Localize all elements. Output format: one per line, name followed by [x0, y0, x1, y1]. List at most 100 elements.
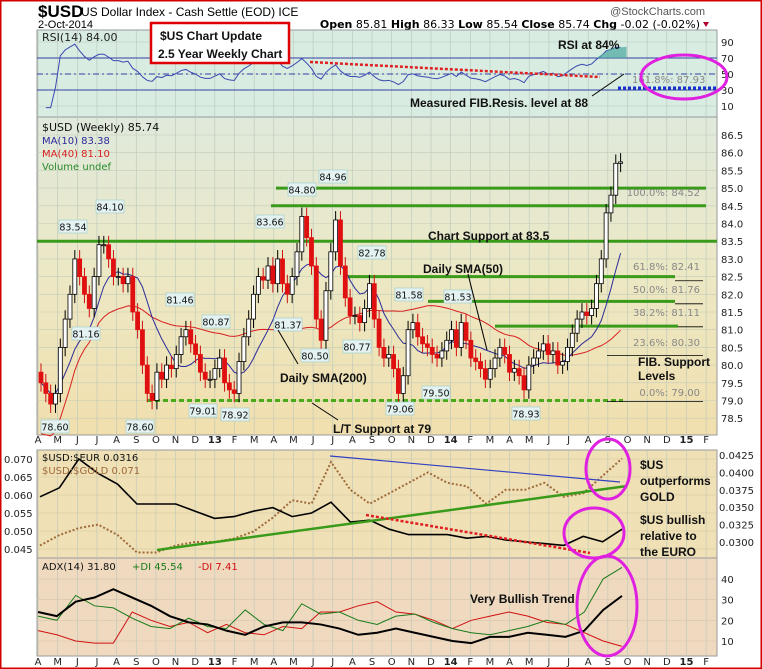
candle: [584, 303, 590, 325]
candle-body: [183, 329, 189, 338]
candle-body: [362, 308, 368, 324]
month-label: 15: [679, 435, 693, 446]
candle: [178, 327, 184, 364]
candle-body: [164, 364, 169, 380]
candle: [169, 356, 174, 378]
plus-di-line: [37, 567, 623, 636]
month-label: A: [585, 435, 592, 446]
candle-body: [67, 293, 73, 320]
gold-resistance-trendline: [329, 455, 621, 483]
month-label: J: [330, 435, 334, 446]
month-label: A: [506, 657, 513, 668]
price-tick-label: 86.5: [721, 131, 743, 142]
fib-label: 100.0%: 84.52: [627, 188, 700, 199]
adx-panel: [36, 557, 718, 657]
callout-label: 81.53: [444, 293, 471, 304]
candle: [560, 352, 566, 374]
candle-body: [318, 318, 324, 341]
candle-body: [463, 322, 469, 341]
instrument-name: US Dollar Index - Cash Settle (EOD) ICE: [81, 5, 298, 19]
month-label: M: [525, 435, 534, 446]
candle: [338, 211, 343, 275]
rsi-tick-label: 70: [721, 54, 734, 65]
ratio-left-tick: 0.045: [4, 545, 33, 556]
candle-body: [468, 339, 474, 359]
high-value: 86.33: [423, 18, 455, 31]
ratio-left-tick: 0.065: [4, 473, 33, 484]
candle: [550, 342, 556, 364]
price-tick-label: 79.0: [721, 397, 743, 408]
candle-body: [420, 336, 425, 345]
candle: [478, 352, 483, 378]
month-label: D: [427, 657, 435, 668]
callout-label: 80.50: [301, 352, 328, 363]
candle-body: [270, 265, 276, 285]
candle: [569, 324, 575, 357]
month-label: D: [427, 435, 435, 446]
candle: [565, 338, 570, 371]
rsi-trendline: [309, 60, 601, 79]
candle-body: [149, 393, 155, 401]
candle: [193, 335, 198, 364]
month-label: A: [585, 657, 592, 668]
candle-body: [101, 244, 107, 247]
candle: [130, 267, 136, 321]
rsi-overbought-fill: [596, 46, 627, 58]
candle: [86, 285, 92, 318]
watermark: @StockCharts.com: [610, 6, 705, 18]
candle: [231, 381, 237, 403]
candle-body: [618, 161, 623, 164]
candle-body: [207, 378, 213, 381]
price-tick-label: 79.5: [721, 379, 743, 390]
candle-body: [53, 393, 58, 405]
price-callout: 78.60: [40, 419, 70, 434]
low-label: Low: [458, 18, 483, 31]
candle-body: [424, 343, 430, 348]
lt-support-pointer: [311, 402, 339, 421]
candle: [72, 250, 78, 304]
price-callout: 84.10: [95, 199, 125, 214]
candle-body: [328, 251, 334, 292]
candle: [289, 267, 295, 304]
candle: [207, 370, 213, 389]
candle: [53, 384, 58, 413]
candle-body: [521, 375, 527, 391]
month-label: A: [270, 657, 277, 668]
candle: [574, 310, 580, 343]
month-label: J: [311, 435, 315, 446]
month-label: M: [486, 435, 495, 446]
callout-box: [342, 339, 372, 354]
candle: [444, 331, 450, 360]
callout-box: [255, 214, 285, 229]
month-label: A: [35, 435, 42, 446]
adx-tick-label: 40: [721, 575, 734, 586]
month-label: N: [408, 435, 415, 446]
candle-body: [569, 332, 575, 348]
month-label: J: [330, 657, 334, 668]
month-label: J: [546, 435, 550, 446]
ratio-right-tick: 0.0300: [719, 538, 754, 549]
candle-body: [231, 389, 237, 394]
callout-label: 83.54: [59, 223, 86, 234]
candle-body: [169, 364, 174, 370]
sma200-pointer: [277, 329, 299, 365]
candle: [492, 349, 498, 378]
callout-box: [58, 219, 88, 234]
candle: [38, 363, 44, 392]
ratio-right-tick: 0.0350: [719, 503, 754, 514]
svg-text:Open 85.81 High 86.33: Open 85.81 High 86.33 Low 85.54 Close 85…: [320, 18, 700, 31]
candle-body: [289, 276, 295, 295]
candle-body: [299, 216, 305, 253]
callout-label: 79.06: [386, 405, 413, 416]
callout-label: 81.46: [166, 296, 193, 307]
eur-note-1: $US bullish: [640, 513, 705, 527]
candle: [516, 359, 522, 385]
month-label: J: [566, 657, 570, 668]
candle: [579, 303, 585, 328]
candle-body: [396, 368, 401, 394]
candle: [159, 363, 165, 389]
candle: [429, 338, 435, 364]
month-label: F: [467, 657, 473, 668]
gold-note-3: GOLD: [640, 490, 675, 504]
candle-body: [386, 354, 392, 359]
